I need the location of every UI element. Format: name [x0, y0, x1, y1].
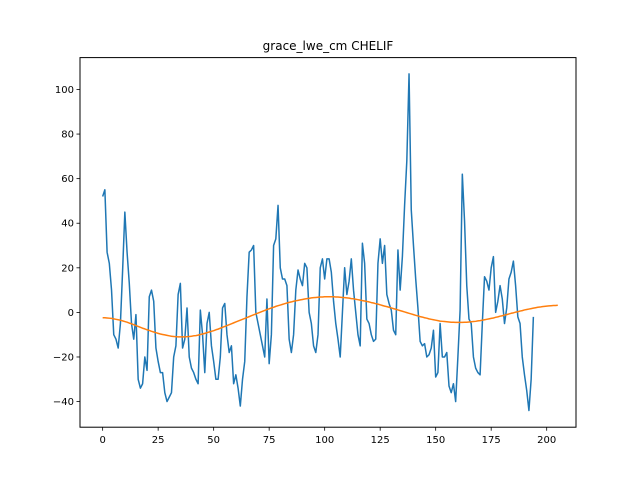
x-tick-label: 150 — [426, 435, 445, 446]
y-axis: −40 −20 0 20 40 60 80 100 — [53, 85, 80, 408]
y-tick-label: 0 — [68, 308, 74, 319]
y-tick-label: 20 — [61, 263, 74, 274]
y-tick-label: 100 — [55, 85, 74, 96]
plot-area — [101, 73, 558, 412]
x-tick-label: 75 — [263, 435, 276, 446]
x-tick-label: 175 — [482, 435, 501, 446]
y-tick-label: 40 — [61, 219, 74, 230]
x-tick-label: 200 — [537, 435, 556, 446]
y-tick-label: −40 — [53, 397, 74, 408]
chart-title: grace_lwe_cm CHELIF — [263, 39, 394, 53]
x-axis: 0 25 50 75 100 125 150 175 200 — [99, 427, 556, 446]
x-tick-label: 0 — [99, 435, 105, 446]
x-tick-label: 125 — [371, 435, 390, 446]
series-line-1 — [101, 73, 535, 412]
y-tick-label: −20 — [53, 352, 74, 363]
series-line-2 — [102, 296, 558, 338]
x-tick-label: 25 — [152, 435, 165, 446]
x-tick-label: 50 — [207, 435, 220, 446]
axes-frame — [79, 57, 577, 428]
y-tick-label: 80 — [61, 130, 74, 141]
x-tick-label: 100 — [315, 435, 334, 446]
y-tick-label: 60 — [61, 174, 74, 185]
